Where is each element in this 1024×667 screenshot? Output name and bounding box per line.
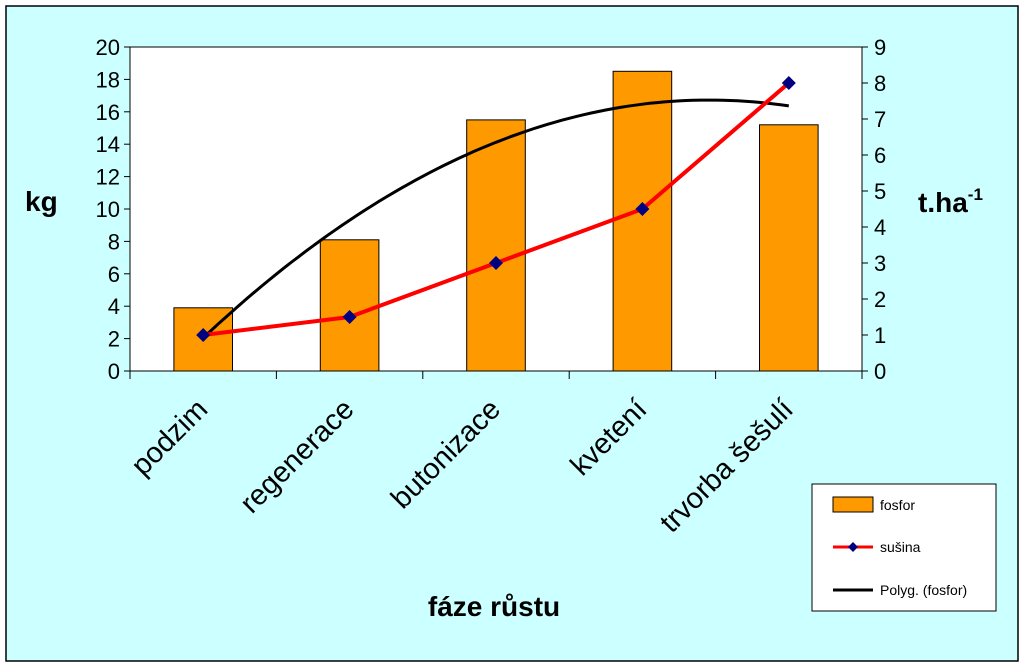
- y-right-tick-label-0: 0: [874, 359, 886, 384]
- y-right-tick-label-7: 7: [874, 107, 886, 132]
- y-left-tick-label-3: 6: [108, 262, 120, 287]
- bar-fosfor-3: [612, 70, 673, 372]
- axes-layer: [124, 46, 868, 379]
- y-right-tick-label-6: 6: [874, 143, 886, 168]
- y-left-tick-label-4: 8: [108, 229, 120, 254]
- y-axis-right-title-sup: -1: [968, 185, 983, 204]
- legend-label-susina: sušina: [880, 539, 921, 555]
- marker-susina-4: [781, 76, 796, 90]
- y-right-tick-label-4: 4: [874, 215, 886, 240]
- y-left-tick-label-5: 10: [96, 197, 120, 222]
- y-right-tick-label-2: 2: [874, 287, 886, 312]
- y-right-tick-label-1: 1: [874, 323, 886, 348]
- marker-susina-1: [342, 310, 357, 324]
- bar-fosfor-2: [466, 119, 526, 372]
- legend-swatch-susina-marker: [848, 542, 858, 552]
- y-right-tick-label-5: 5: [874, 179, 886, 204]
- y-left-tick-label-8: 16: [96, 100, 120, 125]
- y-left-tick-label-6: 12: [96, 165, 120, 190]
- legend-label-trendline: Polyg. (fosfor): [880, 582, 967, 598]
- y-axis-right-title: t.ha-1: [918, 185, 983, 218]
- x-axis-title: fáze růstu: [428, 591, 560, 622]
- y-right-tick-label-3: 3: [874, 251, 886, 276]
- legend-label-fosfor: fosfor: [880, 497, 915, 513]
- y-left-tick-label-10: 20: [96, 35, 120, 60]
- y-axis-left-title: kg: [25, 186, 58, 217]
- y-left-tick-label-2: 4: [108, 294, 120, 319]
- y-left-tick-label-7: 14: [96, 132, 120, 157]
- marker-susina-0: [196, 328, 211, 342]
- trendline-layer: [202, 98, 790, 339]
- trendline-fosfor: [202, 98, 790, 339]
- marker-susina-2: [489, 256, 503, 270]
- y-axis-right-title-base: t.ha: [918, 187, 968, 218]
- y-left-tick-label-9: 18: [96, 67, 120, 92]
- line-layer: [196, 76, 796, 342]
- marker-susina-3: [635, 202, 650, 216]
- y-left-tick-label-0: 0: [108, 359, 120, 384]
- legend-swatch-fosfor: [832, 496, 874, 513]
- bar-fosfor-4: [759, 124, 819, 372]
- legend: fosfor sušina Polyg. (fosfor): [811, 483, 997, 612]
- bar-fosfor-1: [319, 239, 380, 372]
- y-right-tick-label-8: 8: [874, 71, 886, 96]
- y-right-tick-label-9: 9: [874, 35, 886, 60]
- bars-layer: [130, 47, 862, 372]
- y-left-tick-label-1: 2: [108, 327, 120, 352]
